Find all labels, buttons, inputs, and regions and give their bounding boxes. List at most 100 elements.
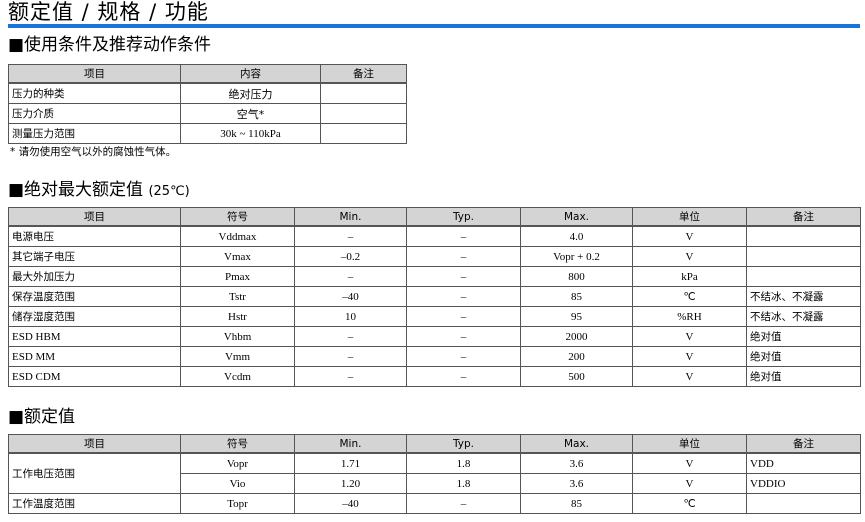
table-cell: Vcdm (180, 366, 295, 387)
table-cell: 1.71 (294, 452, 407, 474)
table-row: 工作电压范围 Vopr 1.71 1.8 3.6 V VDD (8, 452, 861, 494)
column-header: Max. (520, 434, 633, 454)
table-row: ESD MM Vmm – –200 V 绝对值 (8, 346, 861, 367)
table-row: ESD HBM Vhbm – –2000 V 绝对值 (8, 326, 861, 347)
table-cell: ℃ (632, 493, 747, 514)
table-cell: kPa (632, 266, 747, 287)
table-cell: Vopr + 0.2 (520, 246, 633, 267)
column-header: 单位 (632, 207, 747, 227)
column-header: 内容 (180, 64, 321, 84)
section-heading-usage: ■使用条件及推荐动作条件 (8, 35, 212, 55)
table-cell: Vopr (180, 452, 295, 474)
table-cell: VDDIO (746, 473, 861, 494)
table-cell (320, 103, 407, 124)
table-cell: 绝对值 (746, 326, 861, 347)
table-cell: 绝对值 (746, 346, 861, 367)
table-row: 测量压力范围 30k ~ 110kPa (8, 123, 407, 144)
table-cell: 30k ~ 110kPa (180, 123, 321, 144)
table-row: ESD CDM Vcdm – –500 V 绝对值 (8, 366, 861, 387)
column-header: 项目 (8, 207, 181, 227)
table-row: 压力的种类 绝对压力 (8, 82, 407, 104)
column-header: 符号 (180, 434, 295, 454)
table-cell: – (406, 346, 521, 367)
table-cell: – (294, 266, 407, 287)
table-cell: V (632, 452, 747, 474)
table-cell: 500 (520, 366, 633, 387)
column-header: 备注 (320, 64, 407, 84)
column-header: Min. (294, 434, 407, 454)
table-cell: – (406, 286, 521, 307)
table-cell: 空气* (180, 103, 321, 124)
column-header: Typ. (406, 434, 521, 454)
table-row: 最大外加压力 Pmax – –800 kPa (8, 266, 861, 287)
table-cell: V (632, 366, 747, 387)
table-cell: 压力介质 (8, 103, 181, 124)
header-row: 项目 内容 备注 (8, 64, 407, 84)
table-cell: 最大外加压力 (8, 266, 181, 287)
table-cell: 电源电压 (8, 225, 181, 247)
table-cell: 3.6 (520, 452, 633, 474)
footnote: * 请勿使用空气以外的腐蚀性气体。 (10, 146, 177, 158)
table-cell: 保存温度范围 (8, 286, 181, 307)
table-cell: –0.2 (294, 246, 407, 267)
table-row: 压力介质 空气* (8, 103, 407, 124)
table-cell: VDD (746, 452, 861, 474)
section-heading-ratings: ■额定值 (8, 407, 76, 427)
table-cell: – (294, 366, 407, 387)
table-cell: – (406, 225, 521, 247)
header-row: 项目 符号 Min. Typ. Max. 单位 备注 (8, 434, 861, 454)
page-title: 额定值 / 规格 / 功能 (8, 0, 209, 24)
table-cell: ESD HBM (8, 326, 181, 347)
table-cell: 4.0 (520, 225, 633, 247)
ratings-table: 项目 符号 Min. Typ. Max. 单位 备注 工作电压范围 Vopr 1.71 1.8 3.6… (8, 434, 861, 514)
table-cell: 95 (520, 306, 633, 327)
header-row: 项目 符号 Min. Typ. Max. 单位 备注 (8, 207, 861, 227)
table-cell: – (406, 266, 521, 287)
table-cell: – (406, 326, 521, 347)
table-cell: – (406, 366, 521, 387)
table-cell (746, 225, 861, 247)
table-cell: 10 (294, 306, 407, 327)
column-header: Typ. (406, 207, 521, 227)
table-cell: – (406, 493, 521, 514)
table-cell: ℃ (632, 286, 747, 307)
table-cell: ESD CDM (8, 366, 181, 387)
table-cell: Vddmax (180, 225, 295, 247)
column-header: 符号 (180, 207, 295, 227)
table-cell: 不结冰、不凝露 (746, 286, 861, 307)
table-cell: 1.8 (406, 473, 521, 494)
table-cell (746, 266, 861, 287)
table-cell: V (632, 225, 747, 247)
column-header: 备注 (746, 207, 861, 227)
table-cell: Vhbm (180, 326, 295, 347)
table-cell: 3.6 (520, 473, 633, 494)
table-cell: V (632, 326, 747, 347)
table-cell: 2000 (520, 326, 633, 347)
column-header: Max. (520, 207, 633, 227)
table-cell: 200 (520, 346, 633, 367)
column-header: 项目 (8, 434, 181, 454)
table-cell: 储存湿度范围 (8, 306, 181, 327)
table-cell: Hstr (180, 306, 295, 327)
table-cell: Vmax (180, 246, 295, 267)
table-cell: 测量压力范围 (8, 123, 181, 144)
table-cell: Vio (180, 473, 295, 494)
table-cell: 85 (520, 286, 633, 307)
table-cell: 工作温度范围 (8, 493, 181, 514)
table-cell (320, 123, 407, 144)
table-cell: %RH (632, 306, 747, 327)
table-cell: – (294, 225, 407, 247)
column-header: Min. (294, 207, 407, 227)
usage-conditions-table: 项目 内容 备注 压力的种类 绝对压力 压力介质 空气* 测量压力范围 30k ~ 110kPa (8, 64, 407, 144)
table-cell: 绝对压力 (180, 82, 321, 104)
table-cell: – (294, 346, 407, 367)
table-cell: Tstr (180, 286, 295, 307)
absolute-max-ratings-table: 项目 符号 Min. Typ. Max. 单位 备注 电源电压 Vddmax – –4.0 V 其它端子… (8, 207, 861, 387)
section-heading-absolute-max: ■绝对最大额定值 (25℃) (8, 180, 190, 202)
title-underline (8, 24, 860, 28)
table-cell: V (632, 346, 747, 367)
table-cell: 85 (520, 493, 633, 514)
table-cell (320, 82, 407, 104)
table-cell: V (632, 473, 747, 494)
table-cell: Pmax (180, 266, 295, 287)
